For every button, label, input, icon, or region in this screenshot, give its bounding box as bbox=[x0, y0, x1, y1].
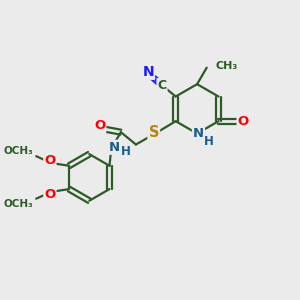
Text: CH₃: CH₃ bbox=[215, 61, 238, 70]
Text: N: N bbox=[193, 127, 204, 140]
Text: H: H bbox=[121, 146, 130, 158]
Text: H: H bbox=[204, 135, 214, 148]
Text: O: O bbox=[44, 188, 56, 200]
Text: O: O bbox=[94, 119, 105, 132]
Text: O: O bbox=[238, 115, 249, 128]
Text: N: N bbox=[108, 141, 120, 154]
Text: N: N bbox=[142, 65, 154, 79]
Text: OCH₃: OCH₃ bbox=[4, 146, 33, 156]
Text: O: O bbox=[44, 154, 56, 167]
Text: C: C bbox=[158, 79, 166, 92]
Text: S: S bbox=[148, 125, 159, 140]
Text: OCH₃: OCH₃ bbox=[4, 199, 33, 208]
